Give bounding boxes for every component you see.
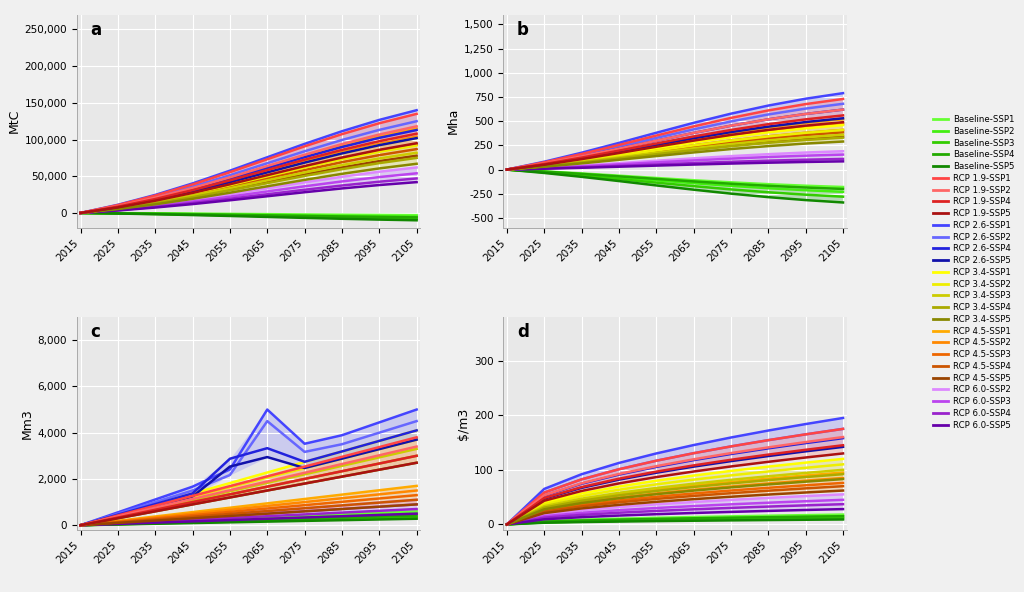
Text: d: d xyxy=(517,323,528,342)
Text: b: b xyxy=(517,21,528,39)
Text: c: c xyxy=(90,323,100,342)
Text: a: a xyxy=(90,21,101,39)
Legend: Baseline-SSP1, Baseline-SSP2, Baseline-SSP3, Baseline-SSP4, Baseline-SSP5, RCP 1: Baseline-SSP1, Baseline-SSP2, Baseline-S… xyxy=(930,111,1018,433)
Y-axis label: $/m3: $/m3 xyxy=(457,407,470,439)
Y-axis label: MtC: MtC xyxy=(7,109,20,133)
Y-axis label: Mm3: Mm3 xyxy=(20,408,34,439)
Y-axis label: Mha: Mha xyxy=(446,108,460,134)
